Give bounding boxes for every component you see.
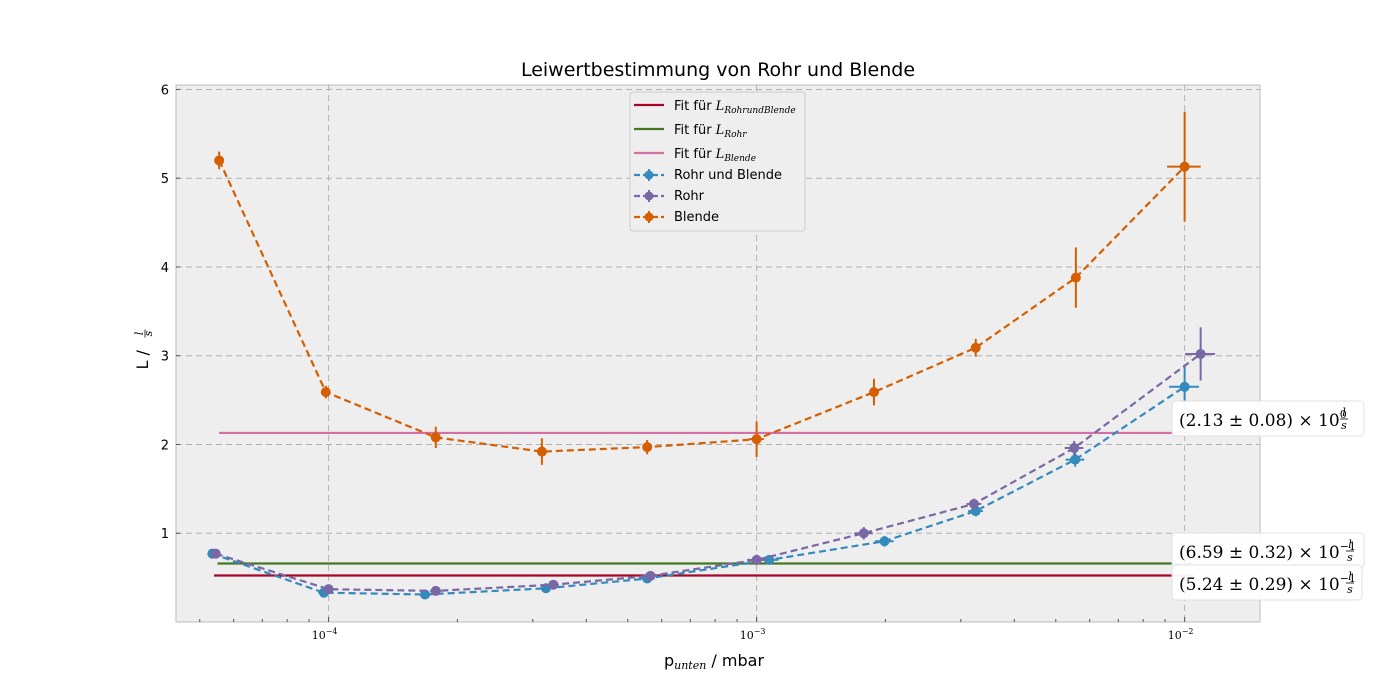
- x-axis-label-subscript: unten: [674, 659, 706, 672]
- data-point: [751, 554, 762, 565]
- legend-marker: [644, 191, 654, 201]
- chart-title: Leiwertbestimmung von Rohr und Blende: [521, 59, 915, 81]
- legend-box: [629, 91, 806, 232]
- y-tick-label: 3: [161, 350, 169, 365]
- annotation-text: (2.13 ± 0.08) × 100: [1179, 408, 1347, 431]
- y-tick-label: 1: [161, 527, 169, 542]
- annotation-fit-value: (6.59 ± 0.32) × 10−1ls: [1171, 532, 1365, 569]
- annotation-unit-denominator: s: [1341, 419, 1347, 432]
- y-axis-label-unit-denominator: s: [142, 330, 155, 336]
- annotation-unit-denominator: s: [1347, 583, 1353, 596]
- y-tick-label: 4: [161, 261, 169, 276]
- data-point: [968, 498, 979, 509]
- series-rohr: [210, 327, 1215, 596]
- data-point: [536, 446, 547, 457]
- data-point: [210, 548, 221, 559]
- x-axis-label-base: p: [664, 651, 674, 670]
- data-point: [751, 434, 762, 445]
- data-point: [1070, 272, 1081, 283]
- grid: [176, 85, 1260, 622]
- data-point: [214, 155, 225, 166]
- y-tick-label: 5: [161, 172, 169, 187]
- data-point: [1195, 348, 1206, 359]
- annotation-unit-numerator: l: [1342, 406, 1346, 419]
- axis-ticks: 1 2 3 4 5 6 10−4 10−3 10−2: [161, 83, 1194, 642]
- data-point: [430, 432, 441, 443]
- legend-label: Rohr: [674, 189, 705, 204]
- data-point: [430, 585, 441, 596]
- data-point: [1070, 454, 1081, 465]
- annotation-fit-value: (5.24 ± 0.29) × 10−1ls: [1171, 564, 1363, 601]
- fit-lines: [214, 431, 1194, 577]
- annotation-box: [1171, 564, 1363, 601]
- data-point: [764, 554, 775, 565]
- y-axis-label: L / l s: [133, 329, 155, 370]
- y-tick-label: 6: [161, 83, 169, 98]
- legend-label: Fit für LRohrundBlende: [674, 99, 796, 116]
- plot-frame: [175, 84, 1261, 623]
- legend-marker: [644, 170, 654, 180]
- data-point: [868, 387, 879, 398]
- legend-label: Blende: [674, 210, 719, 225]
- annotation-box: [1171, 400, 1365, 437]
- x-axis-label: punten / mbar: [664, 651, 764, 672]
- annotation-text: (6.59 ± 0.32) × 10−1: [1179, 540, 1356, 563]
- data-point: [645, 570, 656, 581]
- annotation-unit-numerator: l: [1348, 538, 1352, 551]
- x-axis-label-unit: / mbar: [706, 651, 764, 670]
- annotation-unit-denominator: s: [1347, 551, 1353, 564]
- data-point: [323, 584, 334, 595]
- data-point: [420, 589, 431, 600]
- annotation-text: (5.24 ± 0.29) × 10−1: [1179, 572, 1356, 595]
- data-point: [1179, 161, 1190, 172]
- x-tick-label: 10−2: [1168, 627, 1194, 642]
- data-point: [320, 387, 331, 398]
- y-tick-label: 2: [161, 438, 169, 453]
- legend: Fit für LRohrundBlende Fit für LRohr Fit f…: [629, 91, 806, 232]
- data-point: [1069, 443, 1080, 454]
- y-axis-label-base: L /: [133, 350, 152, 370]
- data-series: [207, 111, 1215, 600]
- y-axis-label-unit-numerator: l: [133, 331, 146, 335]
- x-tick-label: 10−4: [312, 627, 338, 642]
- legend-label: Rohr und Blende: [674, 168, 782, 183]
- series-line: [215, 353, 1202, 593]
- data-point: [1179, 381, 1190, 392]
- legend-marker: [644, 212, 654, 222]
- series-line: [218, 159, 1186, 453]
- legend-label: Fit für LRohr: [674, 123, 747, 140]
- data-point: [548, 579, 559, 590]
- series-line: [211, 385, 1186, 596]
- series-blende: [214, 111, 1201, 465]
- x-tick-label: 10−3: [740, 627, 766, 642]
- data-point: [970, 342, 981, 353]
- data-point: [642, 442, 653, 453]
- data-point: [879, 536, 890, 547]
- annotation-unit-numerator: l: [1348, 570, 1352, 583]
- data-point: [858, 528, 869, 539]
- legend-label: Fit für LBlende: [674, 147, 756, 164]
